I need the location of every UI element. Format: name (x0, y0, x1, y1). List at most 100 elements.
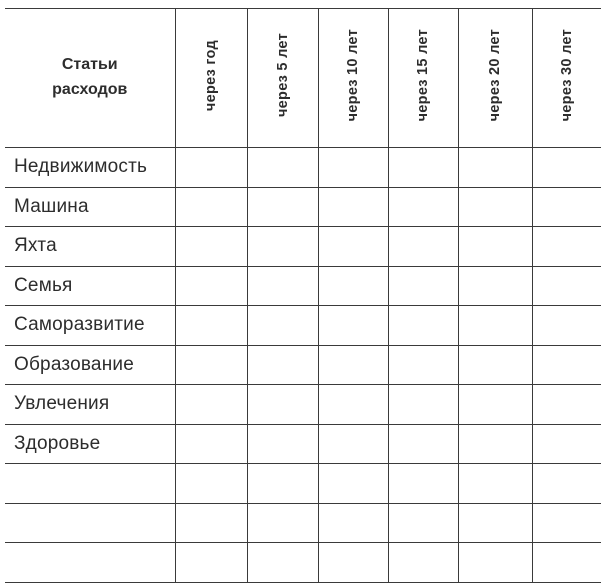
column-header-10-years: через 10 лет (317, 8, 388, 148)
table-row-health: Здоровье (5, 423, 601, 464)
data-cell (174, 463, 247, 503)
data-cell (531, 502, 601, 543)
table-row-hobbies: Увлечения (5, 384, 601, 424)
data-cell (174, 147, 247, 187)
data-cell (531, 423, 601, 464)
data-cell (246, 463, 318, 503)
data-cell (457, 463, 532, 503)
column-header-20-years: через 20 лет (457, 8, 532, 148)
table-row-real-estate: Недвижимость (5, 147, 601, 187)
data-cell (174, 265, 247, 306)
data-cell (174, 384, 247, 424)
row-label-car: Машина (5, 186, 175, 227)
table-row-car: Машина (5, 186, 601, 227)
row-label-hobbies: Увлечения (5, 384, 175, 424)
table-row-education: Образование (5, 344, 601, 385)
data-cell (457, 344, 532, 385)
data-cell (246, 265, 318, 306)
data-cell (531, 186, 601, 227)
document-page: Статьи расходов через год через 5 лет че… (0, 8, 601, 588)
expense-items-header-label: Статьи расходов (52, 56, 128, 98)
row-label-yacht: Яхта (5, 226, 175, 266)
row-label-empty (5, 542, 175, 583)
data-cell (457, 305, 532, 345)
data-cell (174, 226, 247, 266)
column-header-30-years-label: через 30 лет (558, 29, 575, 122)
data-cell (317, 265, 388, 306)
row-label-real-estate: Недвижимость (5, 147, 175, 187)
data-cell (531, 305, 601, 345)
data-cell (531, 344, 601, 385)
expense-planning-table: Статьи расходов через год через 5 лет че… (5, 8, 601, 583)
data-cell (317, 186, 388, 227)
data-cell (457, 423, 532, 464)
data-cell (531, 226, 601, 266)
data-cell (457, 502, 532, 543)
data-cell (246, 384, 318, 424)
row-label-empty (5, 502, 175, 543)
row-label-empty (5, 463, 175, 503)
data-cell (246, 502, 318, 543)
data-cell (317, 423, 388, 464)
row-label-self-development: Саморазвитие (5, 305, 175, 345)
row-label-family: Семья (5, 265, 175, 306)
data-cell (457, 147, 532, 187)
data-cell (387, 147, 458, 187)
data-cell (531, 542, 601, 583)
column-header-10-years-label: через 10 лет (345, 29, 361, 122)
data-cell (246, 226, 318, 266)
data-cell (387, 305, 458, 345)
data-cell (317, 147, 388, 187)
data-cell (317, 384, 388, 424)
data-cell (317, 542, 388, 583)
data-cell (246, 542, 318, 583)
data-cell (174, 542, 247, 583)
data-cell (174, 344, 247, 385)
data-cell (387, 265, 458, 306)
data-cell (387, 226, 458, 266)
data-cell (387, 384, 458, 424)
data-cell (246, 305, 318, 345)
table-row-yacht: Яхта (5, 226, 601, 266)
data-cell (387, 423, 458, 464)
data-cell (174, 423, 247, 464)
data-cell (174, 305, 247, 345)
expense-items-header-cell: Статьи расходов (5, 8, 175, 148)
data-cell (317, 226, 388, 266)
data-cell (457, 265, 532, 306)
column-header-15-years: через 15 лет (387, 8, 458, 148)
column-header-1-year-label: через год (203, 39, 219, 112)
data-cell (246, 344, 318, 385)
data-cell (387, 344, 458, 385)
data-cell (387, 542, 458, 583)
table-row-self-development: Саморазвитие (5, 305, 601, 345)
data-cell (174, 502, 247, 543)
header-row: Статьи расходов через год через 5 лет че… (5, 8, 601, 148)
data-cell (387, 502, 458, 543)
data-cell (317, 502, 388, 543)
column-header-1-year: через год (174, 8, 247, 148)
data-cell (531, 265, 601, 306)
data-cell (246, 186, 318, 227)
data-cell (457, 186, 532, 227)
table-row-family: Семья (5, 265, 601, 306)
column-header-5-years-label: через 5 лет (274, 33, 291, 118)
row-label-education: Образование (5, 344, 175, 385)
data-cell (317, 463, 388, 503)
column-header-15-years-label: через 15 лет (415, 29, 431, 122)
data-cell (317, 344, 388, 385)
data-cell (317, 305, 388, 345)
table-row-empty-2 (5, 502, 601, 543)
data-cell (531, 384, 601, 424)
column-header-5-years: через 5 лет (246, 8, 318, 148)
row-label-health: Здоровье (5, 423, 175, 464)
data-cell (457, 384, 532, 424)
data-cell (387, 463, 458, 503)
column-header-30-years: через 30 лет (531, 8, 601, 148)
table-row-empty-1 (5, 463, 601, 503)
data-cell (246, 147, 318, 187)
data-cell (387, 186, 458, 227)
data-cell (531, 147, 601, 187)
data-cell (457, 226, 532, 266)
data-cell (174, 186, 247, 227)
